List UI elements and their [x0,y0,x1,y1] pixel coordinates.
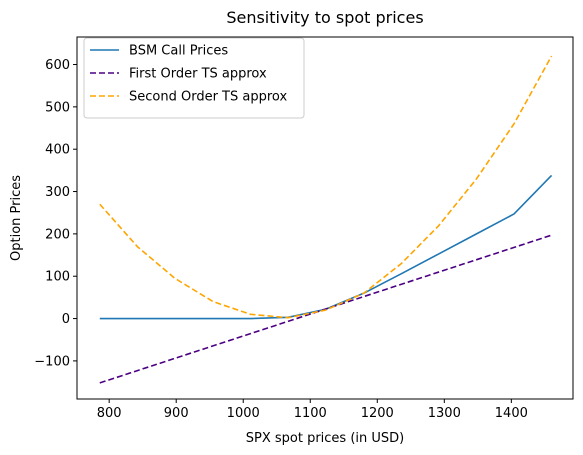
x-tick-label: 1200 [361,406,394,421]
series-line-3 [99,55,553,319]
y-tick-label: 400 [45,143,70,158]
x-tick-label: 1400 [495,406,528,421]
y-tick-label: 500 [45,100,70,115]
y-axis-label: Option Prices [9,175,24,261]
x-tick-label: 1000 [227,406,260,421]
chart-title: Sensitivity to spot prices [226,8,423,27]
x-tick-label: 1100 [294,406,327,421]
y-axis: −100 0 100 200 300 400 500 600 [34,58,77,369]
plot-frame [76,36,574,400]
y-tick-label: −100 [34,354,70,369]
y-tick-label: 200 [45,227,70,242]
x-axis-label: SPX spot prices (in USD) [246,431,405,446]
series-line-2 [99,234,552,384]
x-tick-label: 900 [164,406,189,421]
x-tick-label: 1300 [428,406,461,421]
legend: BSM Call Prices First Order TS approx Seco… [83,37,305,119]
x-tick-label: 800 [97,406,122,421]
y-tick-label: 600 [45,58,70,73]
y-tick-label: 0 [62,312,70,327]
y-tick-label: 100 [45,270,70,285]
legend-label-3: Second Order TS approx [129,90,287,105]
series-layer [99,55,553,384]
legend-label-2: First Order TS approx [129,67,267,82]
legend-label-1: BSM Call Prices [129,44,228,59]
legend-box [83,37,305,119]
x-axis: 800 900 1000 1100 1200 1300 1400 [97,399,528,421]
y-tick-label: 300 [45,185,70,200]
